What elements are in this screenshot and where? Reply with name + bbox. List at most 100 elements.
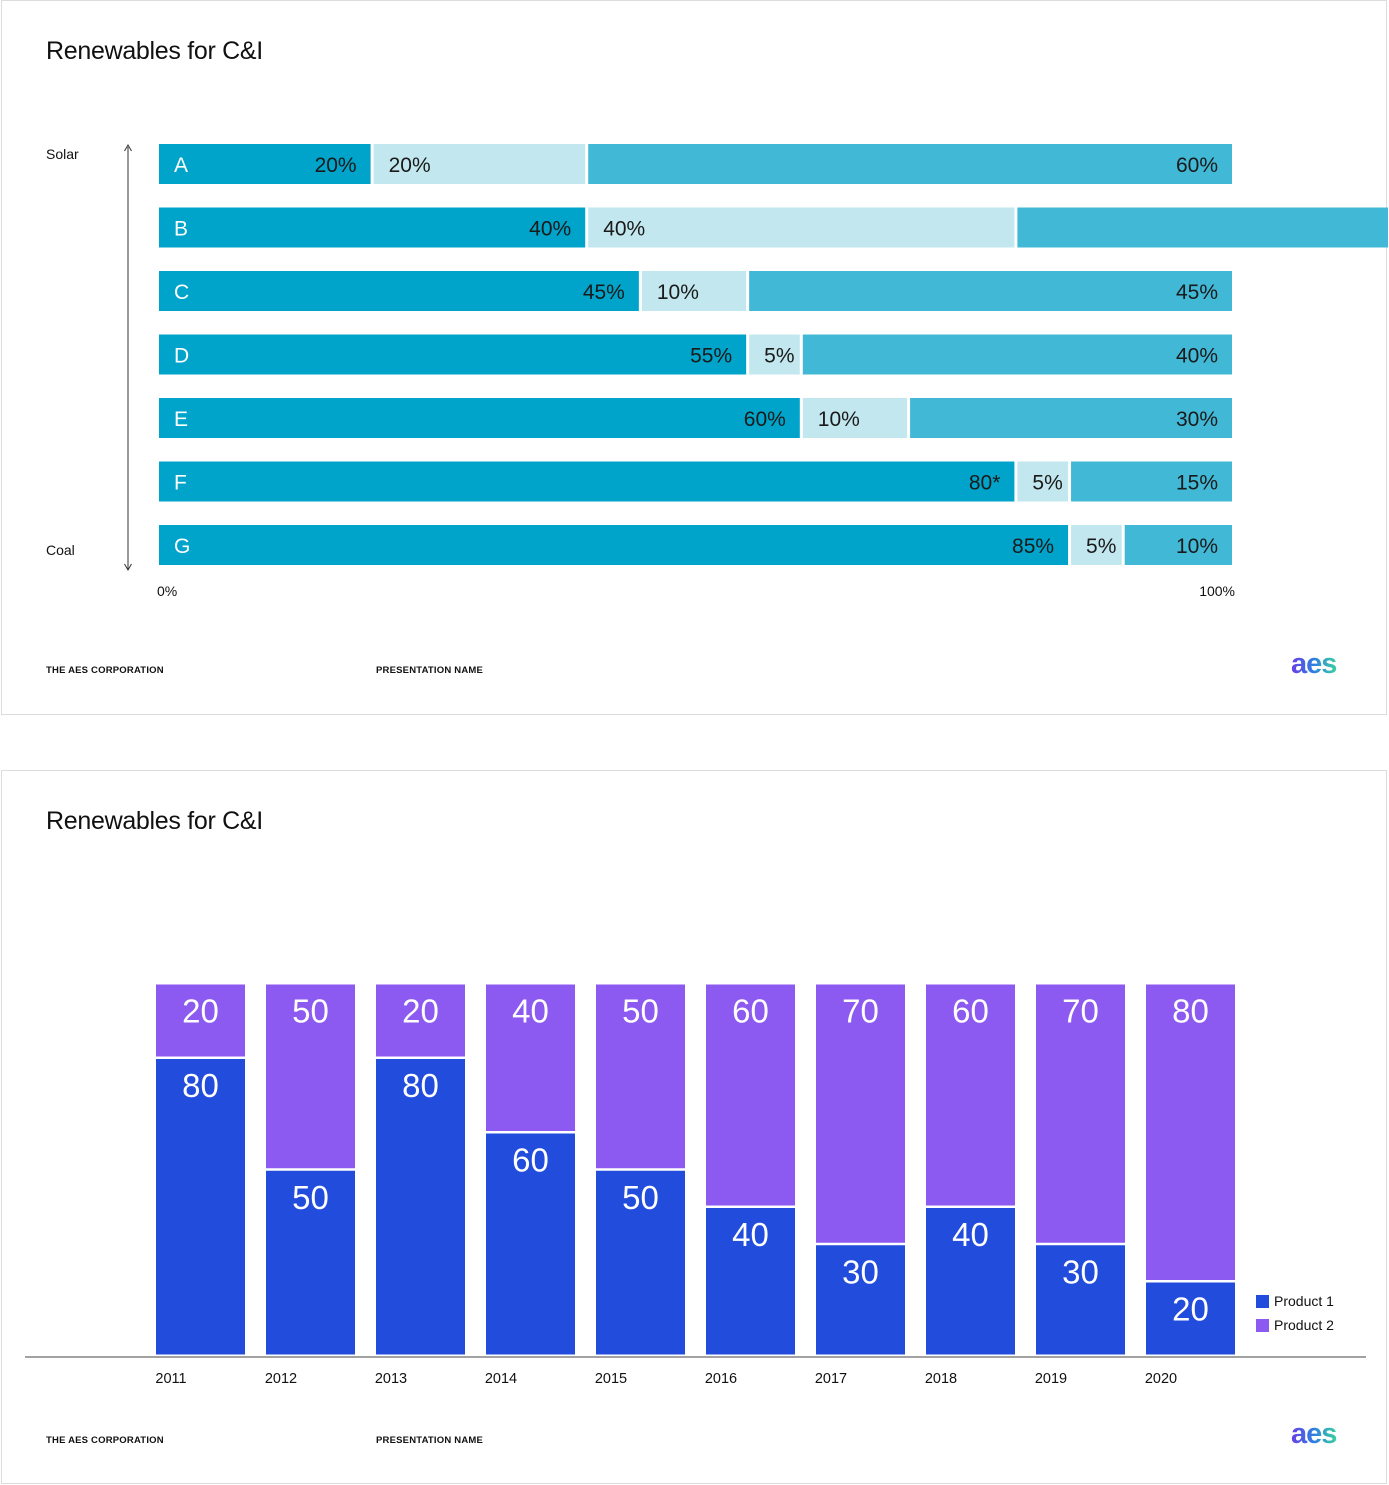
- bar-2015-product-2: [596, 984, 685, 1169]
- bar-segment-f-1: [159, 461, 1015, 502]
- x-tick-label-2014: 2014: [485, 1371, 517, 1387]
- data-label-2015-1: 50: [622, 1179, 659, 1216]
- bar-2014-product-2: [486, 984, 575, 1131]
- x-tick-label-2015: 2015: [595, 1371, 627, 1387]
- logo-text: aes: [1291, 648, 1336, 680]
- data-label-2020-1: 20: [1172, 1291, 1209, 1328]
- vertical-arrow: [124, 144, 132, 571]
- legend-swatch-product-2: [1256, 1318, 1269, 1332]
- x-tick-label-2016: 2016: [705, 1371, 737, 1387]
- legend-item-product-2: Product 2: [1256, 1313, 1334, 1337]
- legend-swatch-product-1: [1256, 1294, 1269, 1308]
- x-tick-label-2018: 2018: [925, 1371, 957, 1387]
- data-label-a-2: 20%: [389, 154, 431, 177]
- data-label-2012-2: 50: [292, 993, 329, 1030]
- bar-segment-d-3: [802, 334, 1232, 375]
- data-label-b-2: 40%: [603, 218, 645, 241]
- bar-2013-product-1: [376, 1059, 465, 1355]
- category-label-g: G: [174, 535, 190, 558]
- bar-2013-product-2: [376, 984, 465, 1057]
- data-label-f-3: 15%: [1176, 472, 1218, 495]
- data-label-e-3: 30%: [1176, 408, 1218, 431]
- data-label-2017-2: 70: [842, 993, 879, 1030]
- data-label-2013-2: 20: [402, 993, 439, 1030]
- data-label-2015-2: 50: [622, 993, 659, 1030]
- data-label-d-2: 5%: [764, 345, 794, 368]
- x-tick-label-2013: 2013: [375, 1371, 407, 1387]
- data-label-2013-1: 80: [402, 1067, 439, 1104]
- x-tick-label-2011: 2011: [155, 1371, 186, 1387]
- footer-company: THE AES CORPORATION: [46, 1435, 164, 1446]
- bar-2011-product-1: [156, 1059, 245, 1355]
- x-tick-label-2019: 2019: [1035, 1371, 1067, 1387]
- data-label-2012-1: 50: [292, 1179, 329, 1216]
- footer-presentation-name: PRESENTATION NAME: [376, 665, 484, 676]
- bar-segment-g-3: [1124, 525, 1232, 565]
- data-label-e-2: 10%: [818, 408, 860, 431]
- category-label-a: A: [174, 154, 188, 177]
- bar-2020-product-2: [1146, 984, 1235, 1280]
- bar-2020-product-1: [1146, 1282, 1235, 1355]
- footer-company: THE AES CORPORATION: [46, 665, 164, 676]
- data-label-2011-2: 20: [182, 993, 219, 1030]
- data-label-2014-2: 40: [512, 993, 549, 1030]
- data-label-d-1: 55%: [690, 345, 732, 368]
- x-tick-label-2012: 2012: [265, 1371, 297, 1387]
- x-tick-label-0: 0%: [157, 583, 177, 599]
- legend-label-product-2: Product 2: [1274, 1317, 1334, 1333]
- category-label-d: D: [174, 345, 189, 368]
- bar-2015-product-1: [596, 1170, 685, 1355]
- data-label-b-1: 40%: [529, 218, 571, 241]
- category-label-f: F: [174, 472, 187, 495]
- bar-segment-a-1: [159, 144, 371, 184]
- legend-label-product-1: Product 1: [1274, 1293, 1334, 1309]
- category-label-e: E: [174, 408, 188, 431]
- bar-segment-e-2: [802, 398, 908, 438]
- page-title: Renewables for C&I: [46, 37, 263, 65]
- axis-label-solar: Solar: [46, 146, 79, 162]
- page-title: Renewables for C&I: [46, 807, 263, 835]
- bar-segment-g-2: [1071, 525, 1122, 565]
- data-label-c-3: 45%: [1176, 281, 1218, 304]
- bar-2018-product-2: [926, 984, 1015, 1206]
- bar-segment-b-2: [588, 207, 1015, 248]
- logo-text: aes: [1291, 1418, 1336, 1450]
- data-label-2017-1: 30: [842, 1253, 879, 1290]
- bar-segment-b-1: [159, 207, 586, 248]
- data-label-a-3: 60%: [1176, 154, 1218, 177]
- data-label-2014-1: 60: [512, 1142, 549, 1179]
- data-label-2019-1: 30: [1062, 1253, 1099, 1290]
- bar-2012-product-1: [266, 1170, 355, 1355]
- data-label-2011-1: 80: [182, 1067, 219, 1104]
- footer-presentation-name: PRESENTATION NAME: [376, 1435, 484, 1446]
- data-label-f-2: 5%: [1032, 472, 1062, 495]
- axis-label-coal: Coal: [46, 542, 75, 558]
- data-label-2019-2: 70: [1062, 993, 1099, 1030]
- data-label-c-1: 45%: [583, 281, 625, 304]
- bar-segment-e-1: [159, 398, 800, 438]
- slide-stacked-vertical: Renewables for C&I 80 20 50 50 80 20 60 40 50 50 4…: [1, 770, 1387, 1484]
- horizontal-stacked-bar-chart: Solar Coal 20% 20% 60% A 40% 40% 60% B 45% 10% 45%…: [46, 144, 1388, 599]
- bar-2014-product-1: [486, 1133, 575, 1355]
- bar-segment-c-2: [641, 271, 747, 311]
- bar-segment-a-2: [373, 144, 586, 184]
- bar-segment-g-1: [159, 525, 1069, 565]
- bar-segment-d-1: [159, 334, 747, 375]
- bar-segment-c-1: [159, 271, 639, 311]
- bar-segment-b-3: [1017, 207, 1388, 248]
- data-label-2018-2: 60: [952, 993, 989, 1030]
- bar-2019-product-2: [1036, 984, 1125, 1243]
- legend: Product 1 Product 2: [1256, 1289, 1334, 1337]
- bar-2012-product-2: [266, 984, 355, 1169]
- bar-segment-e-3: [910, 398, 1232, 438]
- vertical-stacked-bar-chart: 80 20 50 50 80 20 60 40 50 50 40 60 30 70 40 60 30 70 20 80…: [25, 984, 1366, 1387]
- data-label-f-1: 80*: [969, 472, 1001, 495]
- data-label-c-2: 10%: [657, 281, 699, 304]
- bar-2017-product-1: [816, 1245, 905, 1355]
- aes-logo: aes: [1291, 648, 1337, 680]
- data-label-e-1: 60%: [744, 408, 786, 431]
- data-label-2016-1: 40: [732, 1216, 769, 1253]
- x-tick-label-100: 100%: [1199, 583, 1235, 599]
- bar-segment-d-2: [749, 334, 800, 375]
- x-tick-label-2020: 2020: [1145, 1371, 1177, 1387]
